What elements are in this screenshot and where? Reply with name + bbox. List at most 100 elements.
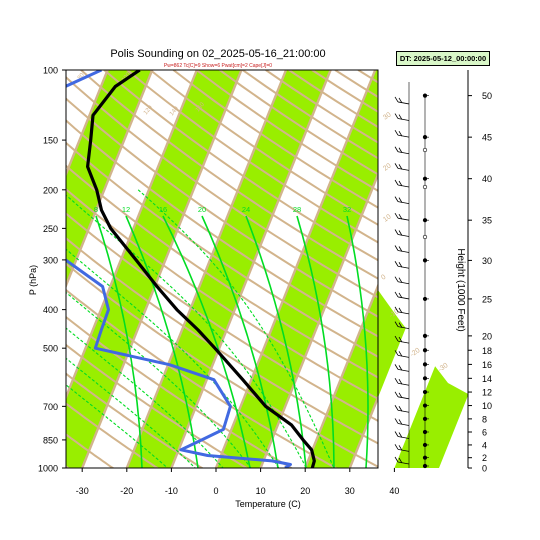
height-tick-label: 16 xyxy=(482,360,492,370)
wind-barb-flag xyxy=(394,212,399,219)
height-tick-label: 18 xyxy=(482,346,492,356)
wind-barb-flag xyxy=(394,378,399,384)
moist-adiabat-label: -20 xyxy=(409,347,421,359)
moist-adiabat-label: 0 xyxy=(380,274,387,282)
x-tick-label: 30 xyxy=(345,486,355,496)
wind-barb xyxy=(397,134,410,138)
pressure-tick-label: 1000 xyxy=(38,464,58,474)
height-tick-label: 6 xyxy=(482,428,487,438)
wind-barb-flag xyxy=(394,146,399,152)
isotherm-line xyxy=(214,70,377,468)
mixing-ratio-line xyxy=(201,215,279,468)
height-axis: 50 45 40 35 30 25 20 18 16 14 12 10 8 6 4 20 xyxy=(467,70,492,474)
dry-adiabat-label: 160 xyxy=(195,101,206,113)
x-axis-label: Temperature (C) xyxy=(235,499,301,509)
level-dot-open xyxy=(422,234,428,240)
level-dot-open xyxy=(422,184,428,190)
dry-adiabat xyxy=(66,315,294,468)
wind-barb-flag xyxy=(398,392,403,399)
isotherm-line xyxy=(0,52,26,477)
wind-barb xyxy=(397,326,410,330)
pressure-tick-label: 250 xyxy=(43,224,58,234)
wind-barb-flag xyxy=(398,164,403,170)
datetime-box: DT: 2025-05-12_00:00:00 xyxy=(396,51,490,66)
wind-barb xyxy=(397,396,410,400)
dewpoint-profile xyxy=(66,70,292,468)
wind-barb xyxy=(397,217,410,221)
sounding-series xyxy=(66,70,316,468)
x-tick-label: -20 xyxy=(120,486,133,496)
mixing-ratio-line xyxy=(245,215,307,468)
pressure-tick-label: 850 xyxy=(43,435,58,445)
wind-barb-flag xyxy=(398,130,403,137)
wind-barb xyxy=(397,340,410,344)
wind-barb xyxy=(397,409,410,413)
dry-adiabat-label: 80 xyxy=(77,72,86,81)
wind-barb xyxy=(397,354,410,358)
dry-adiabat xyxy=(66,343,249,468)
dry-adiabat xyxy=(66,141,378,358)
wind-barb-flag xyxy=(398,379,403,385)
wind-barb xyxy=(397,448,410,452)
dry-adiabat xyxy=(80,70,378,280)
wind-barb xyxy=(397,201,410,205)
x-tick-label: 0 xyxy=(213,486,218,496)
wind-barb-flag xyxy=(394,391,399,398)
mixing-ratio-label: 8 xyxy=(94,205,98,214)
dry-adiabat xyxy=(66,119,378,338)
moist-adiabat xyxy=(137,189,335,468)
dry-adiabat xyxy=(66,372,204,468)
mixing-ratio-label: 24 xyxy=(242,205,250,214)
isotherm-line xyxy=(259,171,378,468)
wind-barb-flag xyxy=(394,113,399,119)
height-tick-label: 20 xyxy=(482,331,492,341)
x-tick-label: 10 xyxy=(256,486,266,496)
isotherm-line xyxy=(0,52,70,477)
wind-barb-flag xyxy=(394,229,399,235)
wind-barb xyxy=(397,296,410,300)
height-tick-label: 0 xyxy=(482,464,487,474)
wind-barb-flag xyxy=(398,336,403,343)
height-tick-label: 4 xyxy=(482,440,487,450)
pressure-tick-label: 400 xyxy=(43,305,58,315)
height-tick-label: 40 xyxy=(482,174,492,184)
wind-barb xyxy=(397,382,410,386)
moist-adiabat-label: 10 xyxy=(382,213,392,223)
wind-barb-flag xyxy=(398,365,403,371)
dry-adiabat xyxy=(103,70,378,262)
isotherm-line xyxy=(525,52,540,477)
dry-adiabat xyxy=(66,97,378,318)
wind-barb xyxy=(397,234,410,237)
wind-barb-flag xyxy=(394,418,399,424)
pressure-tick-label: 700 xyxy=(43,402,58,412)
dry-adiabat xyxy=(66,237,378,445)
wind-barb-flag xyxy=(398,292,403,299)
wind-barb-flag xyxy=(394,306,399,313)
wind-barb-flag xyxy=(394,350,399,356)
x-tick-label: 40 xyxy=(389,486,399,496)
moist-adiabat-label: 30 xyxy=(382,111,392,121)
moist-adiabat xyxy=(66,384,169,468)
isotherm-line xyxy=(303,282,378,468)
wind-barb-flag xyxy=(398,147,403,153)
wind-barb xyxy=(397,250,410,253)
x-tick-label: 20 xyxy=(300,486,310,496)
dry-adiabat xyxy=(66,164,378,379)
height-tick-label: 35 xyxy=(482,216,492,226)
wind-barb-flag xyxy=(398,432,403,438)
height-tick-label: 10 xyxy=(482,401,492,411)
wind-barb-flag xyxy=(398,457,403,464)
wind-barb-flag xyxy=(398,114,403,120)
mixing-ratio-label: 28 xyxy=(293,205,301,214)
height-tick-label: 25 xyxy=(482,294,492,304)
wind-barb-flag xyxy=(394,456,399,463)
wind-barb xyxy=(397,265,410,269)
wind-barb-flag xyxy=(398,419,403,425)
dry-adiabat xyxy=(126,70,378,244)
mixing-ratio-line xyxy=(125,215,199,468)
wind-barb-flag xyxy=(398,445,403,451)
wind-barb-flag xyxy=(398,97,403,104)
wind-barb xyxy=(397,118,410,121)
axes: -30 -20 -10 0 10 20 30 401001502002503004005007… xyxy=(38,66,399,497)
